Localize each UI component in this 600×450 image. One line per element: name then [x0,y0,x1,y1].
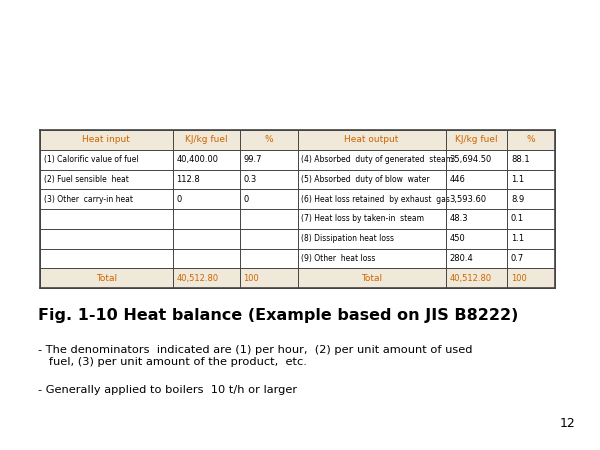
Text: 1.1: 1.1 [511,175,524,184]
Text: 0: 0 [243,194,248,203]
Text: Total: Total [361,274,382,283]
Text: 40,400.00: 40,400.00 [176,155,218,164]
Text: 8.9: 8.9 [511,194,524,203]
Text: 1.1: 1.1 [511,234,524,243]
Text: 99.7: 99.7 [243,155,262,164]
Text: (2) Fuel sensible  heat: (2) Fuel sensible heat [44,175,128,184]
Text: %: % [527,135,535,144]
Text: (4) Absorbed  duty of generated  steam: (4) Absorbed duty of generated steam [301,155,453,164]
Text: 100: 100 [511,274,527,283]
Text: Heat output: Heat output [344,135,399,144]
Text: 88.1: 88.1 [511,155,530,164]
Text: 0.3: 0.3 [243,175,256,184]
Text: (9) Other  heat loss: (9) Other heat loss [301,254,376,263]
Text: 112.8: 112.8 [176,175,200,184]
Text: (8) Dissipation heat loss: (8) Dissipation heat loss [301,234,394,243]
Text: 40,512.80: 40,512.80 [176,274,218,283]
Text: Fig. 1-10 Heat balance (Example based on JIS B8222): Fig. 1-10 Heat balance (Example based on… [38,308,518,323]
Text: Total: Total [96,274,117,283]
Text: 446: 446 [449,175,465,184]
Text: 3,593.60: 3,593.60 [449,194,486,203]
Text: KJ/kg fuel: KJ/kg fuel [455,135,498,144]
Text: (5) Absorbed  duty of blow  water: (5) Absorbed duty of blow water [301,175,430,184]
Text: 280.4: 280.4 [449,254,473,263]
Text: - The denominators  indicated are (1) per hour,  (2) per unit amount of used
   : - The denominators indicated are (1) per… [38,345,473,367]
Text: 12: 12 [559,417,575,430]
Text: 100: 100 [243,274,259,283]
Text: Heat input: Heat input [82,135,130,144]
Text: (1) Calorific value of fuel: (1) Calorific value of fuel [44,155,138,164]
Text: 450: 450 [449,234,465,243]
Text: 0.1: 0.1 [511,214,524,223]
Text: 0.7: 0.7 [511,254,524,263]
Text: %: % [264,135,273,144]
Text: (6) Heat loss retained  by exhaust  gas: (6) Heat loss retained by exhaust gas [301,194,450,203]
Text: 48.3: 48.3 [449,214,468,223]
Text: (7) Heat loss by taken-in  steam: (7) Heat loss by taken-in steam [301,214,424,223]
Text: 35,694.50: 35,694.50 [449,155,491,164]
Text: 40,512.80: 40,512.80 [449,274,491,283]
Text: KJ/kg fuel: KJ/kg fuel [185,135,227,144]
Text: - Generally applied to boilers  10 t/h or larger: - Generally applied to boilers 10 t/h or… [38,385,297,395]
Text: 0: 0 [176,194,181,203]
Text: (3) Other  carry-in heat: (3) Other carry-in heat [44,194,133,203]
